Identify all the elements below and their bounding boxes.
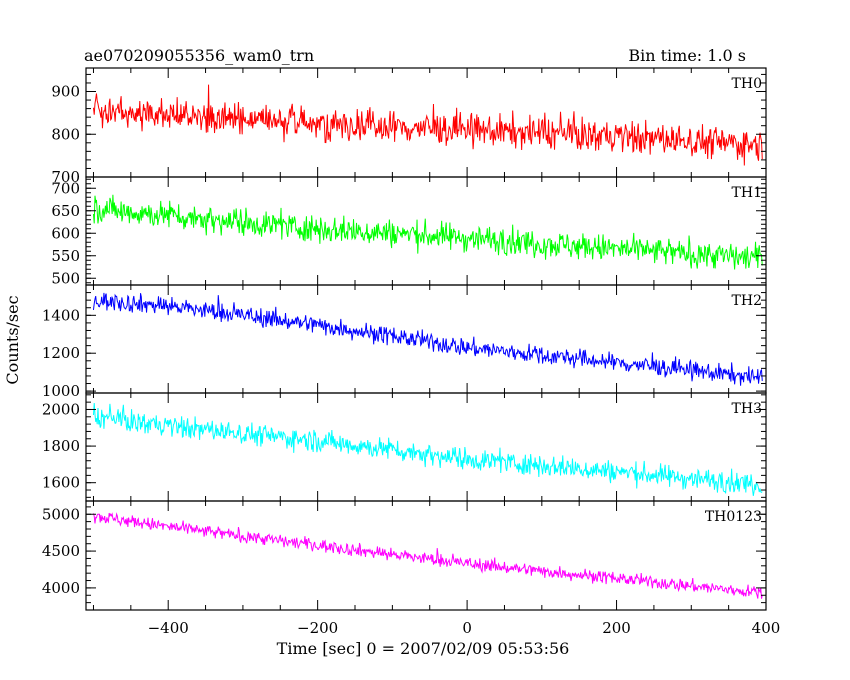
y-tick-label: 650: [51, 202, 80, 220]
chart-title: ae070209055356_wam0_trn: [84, 46, 314, 65]
y-axis-title: Counts/sec: [3, 295, 22, 384]
x-axis-title: Time [sec] 0 = 2007/02/09 05:53:56: [277, 639, 570, 658]
series-th0123-line: [92, 512, 763, 599]
y-tick-label: 1400: [42, 306, 80, 324]
y-tick-label: 1200: [42, 344, 80, 362]
series-th3-line: [92, 402, 763, 496]
y-tick-label: 1600: [42, 474, 80, 492]
y-tick-label: 600: [51, 224, 80, 242]
y-tick-label: 4000: [42, 579, 80, 597]
y-tick-label: 1000: [42, 382, 80, 400]
y-tick-label: 1800: [42, 437, 80, 455]
y-tick-label: 5000: [42, 505, 80, 523]
panel-label-th0: TH0: [732, 76, 762, 92]
series-th2-line: [92, 292, 763, 386]
panel-frame-th3: [85, 392, 767, 502]
panel-label-th3: TH3: [732, 401, 762, 417]
panel-frame-th0123: [85, 500, 767, 611]
y-tick-label: 4500: [42, 542, 80, 560]
y-tick-label: 500: [51, 269, 80, 287]
series-th0-line: [92, 84, 763, 166]
y-tick-label: 700: [51, 168, 80, 186]
x-tick-label: 400: [752, 619, 781, 637]
panel-label-th1: TH1: [732, 185, 762, 201]
y-tick-label: 2000: [42, 400, 80, 418]
x-tick-label: −400: [148, 619, 189, 637]
y-tick-label: 550: [51, 247, 80, 265]
x-tick-label: −200: [297, 619, 338, 637]
y-tick-label: 700: [51, 179, 80, 197]
x-tick-label: 200: [602, 619, 631, 637]
bin-time-label: Bin time: 1.0 s: [628, 46, 746, 65]
panels-group: 700 800 900 TH0 500 550 600 650 700 TH1 1000 1200 14…: [42, 67, 781, 637]
panel-label-th0123: TH0123: [705, 509, 762, 525]
y-tick-label: 900: [51, 83, 80, 101]
x-tick-label: 0: [462, 619, 472, 637]
series-th1-line: [92, 194, 763, 270]
y-tick-label: 800: [51, 125, 80, 143]
panel-label-th2: TH2: [732, 293, 762, 309]
